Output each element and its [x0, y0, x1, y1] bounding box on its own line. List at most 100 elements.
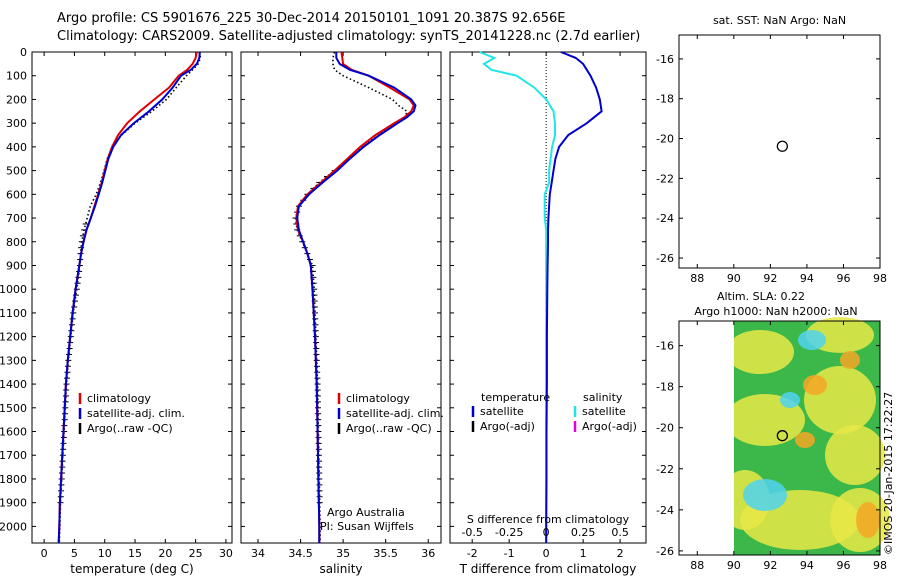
climatology-temperature-line [57, 51, 198, 544]
legend-label: climatology [346, 392, 410, 405]
x-tick-label: 20 [158, 547, 172, 560]
y-tick-label: -24 [656, 212, 674, 225]
satellite-salinity-line [296, 52, 417, 543]
s-tick-label: -0.5 [461, 526, 482, 539]
x-tick-label: 96 [836, 559, 850, 572]
x-tick-label: 98 [873, 272, 887, 285]
y-tick-label: 1400 [0, 378, 27, 391]
sla-anomaly-blob [795, 432, 815, 448]
sla-anomaly-blob [725, 394, 805, 446]
x-axis-label: temperature (deg C) [70, 562, 193, 576]
x-tick-label: 5 [71, 547, 78, 560]
argo-location-marker [776, 140, 789, 152]
x-tick-label: 94 [800, 559, 814, 572]
sla-anomaly-blob [840, 351, 860, 369]
y-tick-label: -18 [656, 381, 674, 394]
y-tick-label: -26 [656, 545, 674, 558]
y-tick-label: -24 [656, 504, 674, 517]
argo-australia-label: Argo Australia [327, 506, 405, 519]
s-tick-label: 0.25 [571, 526, 596, 539]
legend-temperature-title: temperature [481, 391, 550, 404]
pi-label: PI: Susan Wijffels [320, 520, 414, 533]
sla-anomaly-blob [825, 425, 885, 485]
legend-salinity-title: salinity [583, 391, 623, 404]
x-tick-label: 35.5 [373, 547, 398, 560]
s-tick-label: 0 [543, 526, 550, 539]
x-tick-label: 88 [690, 559, 704, 572]
argo-salinity-line [294, 51, 408, 543]
x-tick-label: 10 [98, 547, 112, 560]
legend-label: satellite [480, 405, 524, 418]
y-tick-label: 200 [6, 93, 27, 106]
y-tick-label: 1700 [0, 449, 27, 462]
satellite-temperature-line [57, 51, 201, 544]
plot-frame [240, 51, 442, 544]
y-tick-label: 1100 [0, 307, 27, 320]
x-tick-label: 90 [727, 559, 741, 572]
sla-anomaly-blob [743, 479, 787, 511]
legend-label: Argo(..raw -QC) [346, 422, 432, 435]
legend-label: satellite [582, 405, 626, 418]
sla-map-title-line1: Altim. SLA: 0.22 [717, 290, 805, 303]
s-tick-label: -0.25 [495, 526, 523, 539]
plot-title-line2: Climatology: CARS2009. Satellite-adjuste… [57, 29, 641, 44]
y-tick-label: 1600 [0, 426, 27, 439]
y-tick-label: 0 [20, 46, 27, 59]
sla-anomaly-blob [856, 502, 880, 538]
plot-frame [449, 51, 647, 544]
y-tick-label: 1300 [0, 354, 27, 367]
sla-anomaly-blob [803, 375, 827, 395]
x-tick-label: 0 [543, 547, 550, 560]
y-tick-label: -16 [656, 340, 674, 353]
x-tick-label: 1 [580, 547, 587, 560]
temperature-panel: 0 5 10 15 20 25 300100200300400500600700800900… [0, 46, 233, 576]
argo-temperature-line [58, 51, 202, 544]
y-tick-label: 300 [6, 117, 27, 130]
salinity-panel: 34 34.5 35 35.5 36 salinity climatology satelli… [240, 51, 444, 576]
x-tick-label: 30 [219, 547, 233, 560]
y-tick-label: 1800 [0, 473, 27, 486]
y-tick-label: -26 [656, 252, 674, 265]
y-tick-label: 500 [6, 165, 27, 178]
y-tick-label: 900 [6, 259, 27, 272]
x-tick-label: 90 [727, 272, 741, 285]
sst-map-title: sat. SST: NaN Argo: NaN [713, 14, 846, 27]
y-tick-label: -20 [656, 133, 674, 146]
x-tick-label: 15 [128, 547, 142, 560]
y-tick-label: 800 [6, 236, 27, 249]
x-tick-label: -2 [467, 547, 478, 560]
x-tick-label: 34 [251, 547, 265, 560]
x-tick-label: 88 [690, 272, 704, 285]
temperature-difference-line [545, 51, 603, 543]
y-tick-label: 1200 [0, 331, 27, 344]
x-tick-label: 0 [41, 547, 48, 560]
sla-map-title-line2: Argo h1000: NaN h2000: NaN [694, 305, 857, 318]
sla-anomaly-blob [726, 330, 794, 374]
y-tick-label: 400 [6, 141, 27, 154]
x-tick-label: 92 [763, 559, 777, 572]
y-tick-label: 1500 [0, 402, 27, 415]
x-tick-label: 92 [763, 272, 777, 285]
sla-anomaly-blob [798, 330, 826, 350]
s-axis-label: S difference from climatology [467, 513, 630, 526]
map-frame [678, 320, 881, 556]
x-tick-label: 96 [836, 272, 850, 285]
legend-label: Argo(-adj) [480, 420, 535, 433]
sla-map-panel: Altim. SLA: 0.22 Argo h1000: NaN h2000: N… [656, 290, 890, 572]
sst-map-panel: sat. SST: NaN Argo: NaN 88 90 92 94 96 98 -16 -1… [656, 14, 887, 285]
y-tick-label: 700 [6, 212, 27, 225]
y-tick-label: -20 [656, 422, 674, 435]
y-tick-label: 2000 [0, 520, 27, 533]
x-tick-label: 36 [421, 547, 435, 560]
sla-no-data-area [680, 322, 734, 554]
plot-title-line1: Argo profile: CS 5901676_225 30-Dec-2014… [57, 11, 566, 26]
x-tick-label: 35 [336, 547, 350, 560]
x-tick-label: 2 [617, 547, 624, 560]
legend-label: Argo(..raw -QC) [87, 422, 173, 435]
imos-credit: ©IMOS 20-Jan-2015 17:22:27 [882, 391, 895, 555]
legend-label: Argo(-adj) [582, 420, 637, 433]
legend-label: climatology [87, 392, 151, 405]
x-tick-label: -1 [504, 547, 515, 560]
y-tick-label: 1000 [0, 283, 27, 296]
